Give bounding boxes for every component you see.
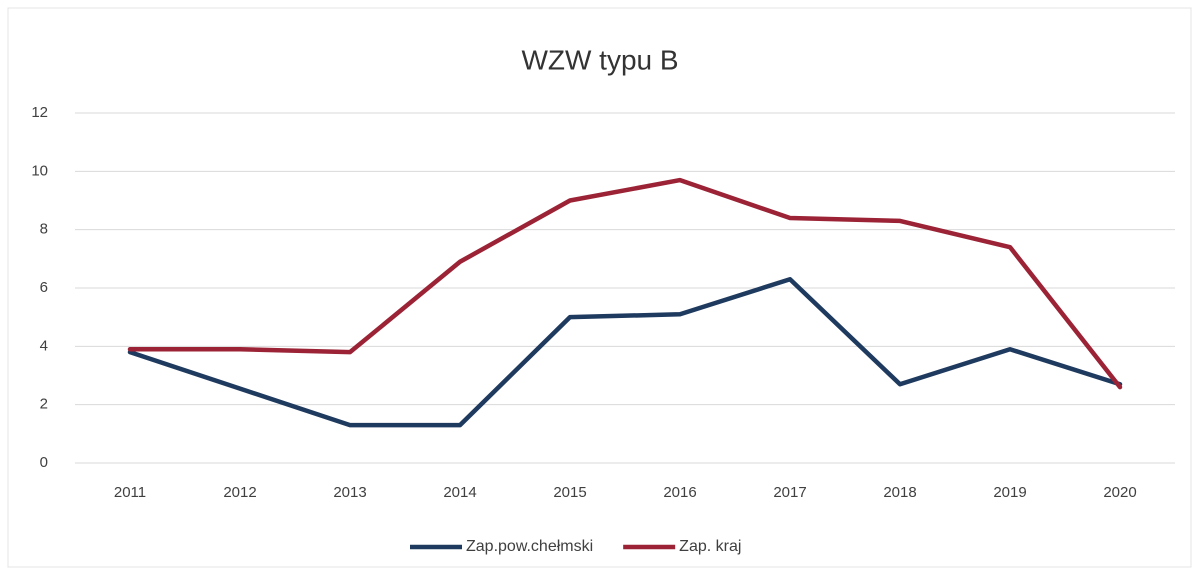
y-tick-label: 2: [40, 396, 48, 413]
chart-title: WZW typu B: [521, 44, 678, 75]
x-tick-label: 2020: [1103, 484, 1136, 501]
x-tick-label: 2015: [553, 484, 586, 501]
x-tick-label: 2014: [443, 484, 476, 501]
x-tick-label: 2013: [333, 484, 366, 501]
y-tick-label: 10: [31, 162, 48, 179]
y-tick-label: 4: [40, 337, 48, 354]
x-tick-label: 2011: [114, 484, 146, 501]
x-tick-label: 2018: [883, 484, 916, 501]
line-series: [127, 177, 1123, 390]
x-tick-label: 2019: [993, 484, 1026, 501]
y-tick-label: 8: [40, 221, 48, 238]
y-tick-label: 6: [40, 279, 48, 296]
line-series: [127, 277, 1123, 428]
y-tick-label: 12: [31, 104, 48, 121]
x-tick-label: 2012: [223, 484, 256, 501]
legend-label: Zap. kraj: [679, 538, 741, 555]
x-tick-label: 2016: [663, 484, 696, 501]
legend-label: Zap.pow.chełmski: [466, 538, 593, 555]
y-tick-label: 0: [40, 454, 48, 471]
x-tick-label: 2017: [773, 484, 806, 501]
